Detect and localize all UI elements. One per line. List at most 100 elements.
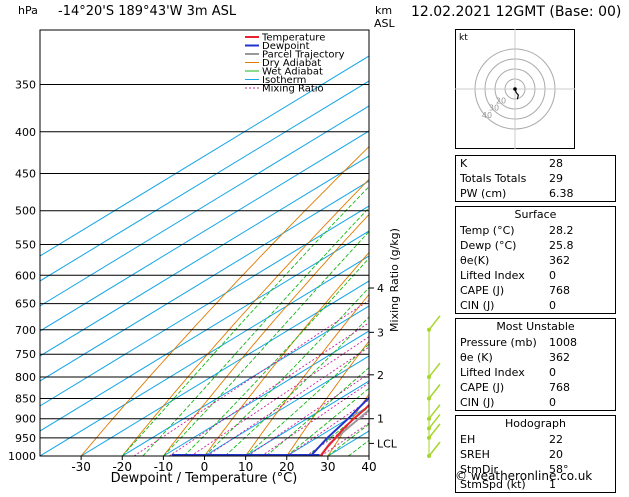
hodograph-label: EH: [460, 432, 475, 447]
wind-barb-dot: [427, 426, 431, 430]
hodograph-unit-label: kt: [459, 33, 468, 43]
mixing-ratio-label: 2: [438, 265, 443, 274]
wind-barb: [429, 316, 440, 330]
surface-value: 768: [549, 283, 611, 298]
surface-row: Temp (°C) 28.2: [456, 223, 615, 238]
most-unstable-row: θe (K) 362: [456, 350, 615, 365]
wind-barb-dot: [427, 396, 431, 400]
surface-row: θe(K) 362: [456, 253, 615, 268]
hodograph-ring-label: 40: [482, 111, 492, 120]
surface-row: CAPE (J) 768: [456, 283, 615, 298]
mixing-ratio-axis-label: Mixing Ratio (g/kg): [388, 228, 401, 332]
surface-value: 25.8: [549, 238, 611, 253]
index-label: K: [460, 156, 467, 171]
x-tick-label: 30: [320, 460, 335, 474]
wind-barb: [429, 363, 440, 377]
most-unstable-title: Most Unstable: [456, 319, 615, 335]
pressure-tick-label: 550: [15, 238, 36, 251]
index-value: 6.38: [549, 186, 611, 201]
index-value: 28: [549, 156, 611, 171]
most-unstable-table: Most Unstable Pressure (mb) 1008 θe (K) 362…: [455, 318, 616, 411]
indices-table: K 28 Totals Totals 29 PW (cm) 6.38: [455, 155, 616, 202]
isotherm-line: [0, 30, 494, 456]
pressure-tick-label: 650: [15, 298, 36, 311]
most-unstable-label: CIN (J): [460, 395, 494, 410]
most-unstable-label: CAPE (J): [460, 380, 504, 395]
pressure-tick-label: 1000: [8, 450, 36, 463]
surface-table: Surface Temp (°C) 28.2 Dewp (°C) 25.8 θe(K) 3…: [455, 206, 616, 314]
wind-barb-dot: [427, 328, 431, 332]
x-axis-label: Dewpoint / Temperature (°C): [111, 471, 298, 486]
surface-label: CAPE (J): [460, 283, 504, 298]
pressure-tick-label: 750: [15, 348, 36, 361]
pressure-tick-label: 950: [15, 432, 36, 445]
copyright-footer[interactable]: © weatheronline.co.uk: [455, 469, 592, 483]
index-value: 29: [549, 171, 611, 186]
surface-value: 28.2: [549, 223, 611, 238]
indices-panel: K 28 Totals Totals 29 PW (cm) 6.38 Surface Te…: [455, 155, 616, 497]
most-unstable-value: 0: [549, 395, 611, 410]
hodograph-origin: [513, 87, 517, 91]
legend-label: Mixing Ratio: [262, 84, 324, 95]
most-unstable-row: Pressure (mb) 1008: [456, 335, 615, 350]
km-tick-label: 4: [377, 282, 384, 295]
most-unstable-value: 1008: [549, 335, 611, 350]
most-unstable-row: CAPE (J) 768: [456, 380, 615, 395]
index-label: Totals Totals: [460, 171, 526, 186]
surface-label: Lifted Index: [460, 268, 525, 283]
index-row: PW (cm) 6.38: [456, 186, 615, 201]
wind-barb: [429, 442, 440, 456]
index-label: PW (cm): [460, 186, 506, 201]
hodograph-title: Hodograph: [456, 416, 615, 432]
pressure-tick-label: 450: [15, 167, 36, 180]
pressure-tick-label: 400: [15, 126, 36, 139]
pressure-tick-label: 900: [15, 413, 36, 426]
pressure-tick-label: 850: [15, 392, 36, 405]
surface-row: Dewp (°C) 25.8: [456, 238, 615, 253]
wind-barb-dot: [427, 436, 431, 440]
surface-title: Surface: [456, 207, 615, 223]
wind-barb-dot: [427, 375, 431, 379]
most-unstable-label: Pressure (mb): [460, 335, 537, 350]
pressure-tick-label: 800: [15, 371, 36, 384]
index-row: Totals Totals 29: [456, 171, 615, 186]
most-unstable-row: CIN (J) 0: [456, 395, 615, 410]
hodograph-row: EH 22: [456, 432, 615, 447]
dry-adiabat-line: [616, 30, 629, 456]
km-tick-label: 1: [377, 413, 384, 426]
hodograph-value: 20: [549, 447, 611, 462]
wind-barb-dot: [427, 454, 431, 458]
surface-value: 0: [549, 268, 611, 283]
most-unstable-label: Lifted Index: [460, 365, 525, 380]
pressure-tick-label: 500: [15, 205, 36, 218]
hodograph-value: 22: [549, 432, 611, 447]
most-unstable-value: 0: [549, 365, 611, 380]
x-tick-label: 40: [361, 460, 376, 474]
index-row: K 28: [456, 156, 615, 171]
hodograph-label: SREH: [460, 447, 490, 462]
wind-barb-dot: [427, 417, 431, 421]
x-tick-label: -30: [71, 460, 91, 474]
surface-value: 362: [549, 253, 611, 268]
surface-label: θe(K): [460, 253, 489, 268]
pressure-tick-label: 700: [15, 324, 36, 337]
surface-row: CIN (J) 0: [456, 298, 615, 313]
pressure-tick-label: 600: [15, 269, 36, 282]
surface-label: Temp (°C): [460, 223, 515, 238]
mixing-ratio-label: 1: [404, 265, 409, 274]
surface-value: 0: [549, 298, 611, 313]
hodograph-row: SREH 20: [456, 447, 615, 462]
most-unstable-value: 768: [549, 380, 611, 395]
km-tick-label: LCL: [377, 437, 398, 450]
surface-row: Lifted Index 0: [456, 268, 615, 283]
surface-label: Dewp (°C): [460, 238, 516, 253]
wind-barb: [429, 384, 440, 398]
most-unstable-row: Lifted Index 0: [456, 365, 615, 380]
km-tick-label: 2: [377, 369, 384, 382]
most-unstable-value: 362: [549, 350, 611, 365]
surface-label: CIN (J): [460, 298, 494, 313]
pressure-tick-label: 350: [15, 79, 36, 92]
most-unstable-label: θe (K): [460, 350, 493, 365]
km-tick-label: 3: [377, 326, 384, 339]
